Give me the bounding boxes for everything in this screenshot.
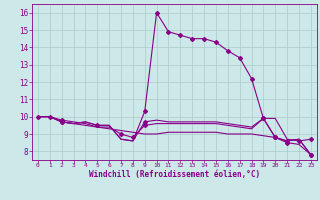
X-axis label: Windchill (Refroidissement éolien,°C): Windchill (Refroidissement éolien,°C) <box>89 170 260 179</box>
